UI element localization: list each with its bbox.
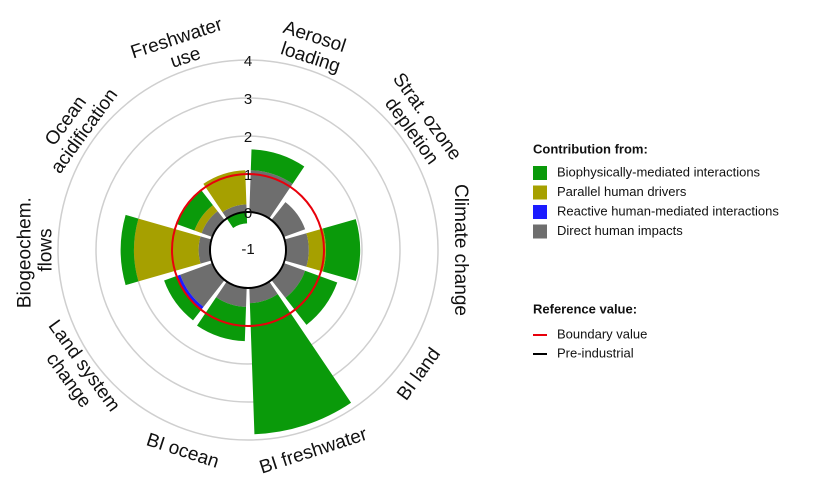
legend-label: Direct human impacts	[557, 223, 683, 238]
category-label: Strat. ozone depletion	[371, 69, 468, 181]
bar-segment	[322, 219, 361, 281]
reference-circle	[171, 173, 325, 327]
category-label: Ocean acidification	[30, 73, 122, 178]
bar-segment	[134, 218, 201, 282]
y-tick-label: -1	[241, 241, 254, 258]
y-tick-label: 1	[244, 167, 252, 184]
bar-segment	[222, 204, 247, 219]
bar-segment	[284, 233, 309, 267]
y-tick-label: 0	[244, 205, 252, 222]
category-label: Aerosol loading	[274, 17, 353, 78]
legend-swatch	[533, 205, 547, 219]
bar-segment	[120, 214, 139, 286]
bar-segment	[197, 297, 247, 342]
legend-swatch	[533, 185, 547, 200]
reference-circle	[209, 211, 287, 289]
bar-segment	[194, 205, 218, 234]
legend-swatch	[533, 166, 547, 180]
bar-segment	[164, 275, 202, 321]
y-tick-label: 3	[244, 91, 252, 108]
grid-circle	[95, 97, 401, 403]
bar-segment	[285, 270, 338, 325]
legend-label: Pre-industrial	[557, 345, 634, 360]
legend-label: Boundary value	[557, 326, 647, 341]
bar-segment	[180, 262, 225, 307]
bar-segment	[176, 274, 204, 310]
category-label: BI land	[393, 344, 445, 404]
bar-segment	[176, 190, 213, 231]
bar-segment	[250, 149, 305, 184]
category-label: Freshwater use	[128, 12, 236, 83]
legend-title: Contribution from:	[533, 141, 648, 156]
legend-label: Parallel human drivers	[557, 184, 687, 199]
reference-title: Reference value:	[533, 301, 637, 316]
bar-segment	[249, 294, 352, 435]
y-tick-label: 4	[244, 53, 252, 70]
category-label-line: flows	[36, 228, 57, 271]
category-label: Climate change	[450, 184, 471, 316]
bar-segment	[201, 211, 225, 238]
legend-label: Biophysically-mediated interactions	[557, 164, 761, 179]
bar-segment	[249, 281, 278, 304]
legend-swatch	[533, 224, 547, 239]
category-label: Biogeochem. flows	[15, 192, 57, 308]
grid-circle	[57, 59, 439, 441]
bar-segment	[306, 228, 326, 272]
category-label-line: Biogeochem.	[15, 192, 36, 308]
y-tick-label: 2	[244, 129, 252, 146]
legend-label: Reactive human-mediated interactions	[557, 203, 779, 218]
bar-segment	[198, 236, 212, 264]
bar-segment	[203, 170, 247, 213]
